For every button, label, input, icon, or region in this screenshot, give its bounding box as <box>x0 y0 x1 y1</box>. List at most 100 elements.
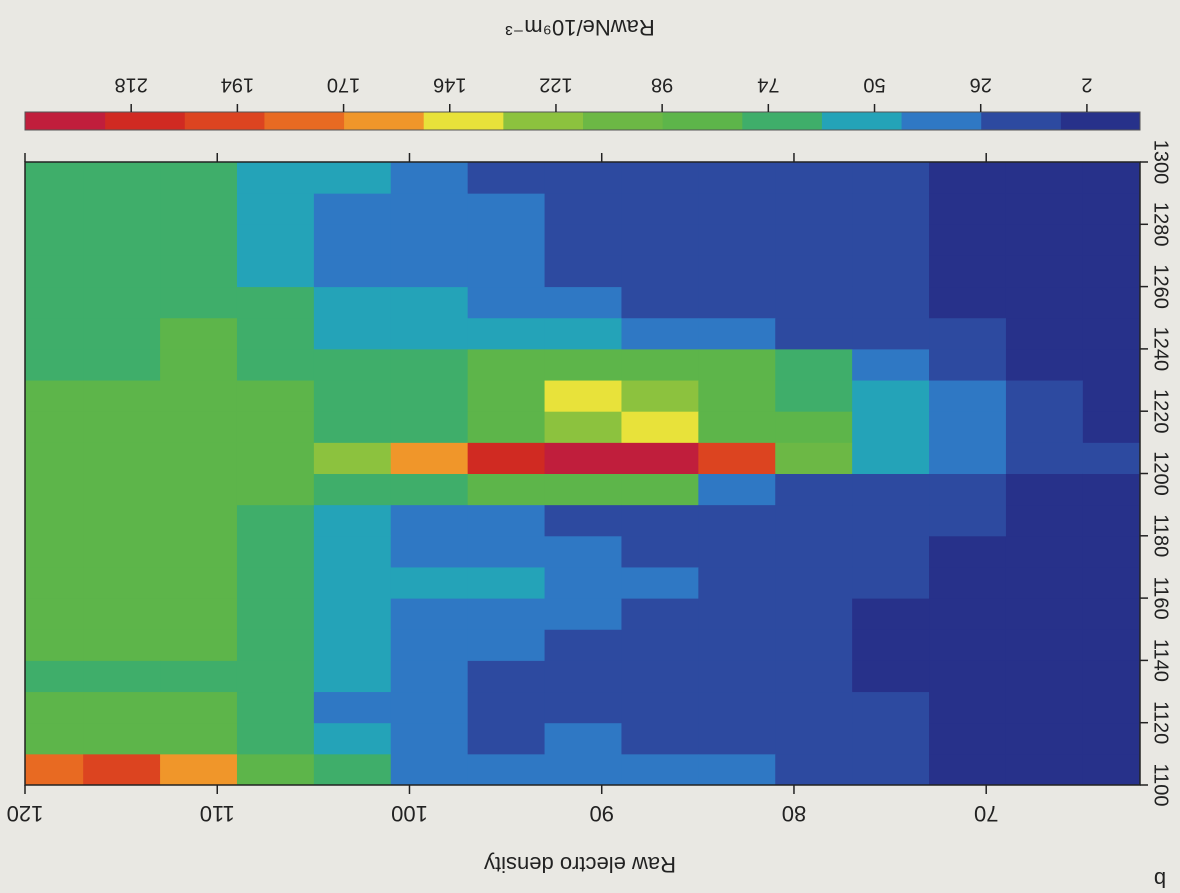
colorbar-swatch <box>343 112 424 130</box>
heat-cell <box>697 411 776 443</box>
heat-cell <box>697 193 776 225</box>
heat-cell <box>774 535 853 568</box>
colorbar-swatch <box>741 112 822 130</box>
colorbar-tick-label: 50 <box>863 74 885 96</box>
heat-cell <box>159 504 237 537</box>
x-tick-label: 1120 <box>1150 701 1172 744</box>
heat-cell <box>1005 753 1083 786</box>
heat-cell <box>620 722 699 755</box>
heat-cell <box>1005 629 1083 661</box>
heat-cell <box>159 566 237 599</box>
heat-cell <box>774 317 853 350</box>
heat-cell <box>236 380 314 412</box>
heat-cell <box>25 473 84 506</box>
x-tick-label: 1180 <box>1150 514 1172 557</box>
heat-cell <box>313 535 391 568</box>
colorbar-swatch <box>980 112 1061 130</box>
heat-cell <box>159 722 237 755</box>
heat-cell <box>159 753 237 786</box>
heat-cell <box>928 193 1006 225</box>
heat-cell <box>1005 722 1083 755</box>
heat-cell <box>620 162 699 194</box>
colorbar-tick-label: 2 <box>1081 74 1092 96</box>
heat-cell <box>544 691 622 724</box>
heat-cell <box>1005 473 1083 506</box>
panel-label: b <box>1154 867 1166 892</box>
heat-cell <box>1005 660 1083 693</box>
heat-cell <box>390 598 468 630</box>
heat-cell <box>544 660 622 693</box>
heat-cell <box>1005 317 1083 350</box>
heat-cell <box>236 348 314 381</box>
heat-cell <box>25 504 84 537</box>
heat-cell <box>25 348 84 381</box>
colorbar-tick-label: 146 <box>433 74 466 96</box>
heat-cell <box>851 193 930 225</box>
heat-cell <box>236 224 314 256</box>
colorbar-tick-label: 122 <box>539 74 572 96</box>
heat-cell <box>620 286 699 319</box>
heat-cell <box>620 535 699 568</box>
heat-cell <box>620 224 699 256</box>
heat-cell <box>25 535 84 568</box>
heat-cell <box>390 722 468 755</box>
heat-cell <box>851 380 930 412</box>
heat-cell <box>620 255 699 288</box>
heat-cell <box>390 286 468 319</box>
heat-cell <box>467 473 545 506</box>
x-tick-label: 1220 <box>1150 389 1172 434</box>
y-tick-label: 110 <box>200 801 235 826</box>
heat-cell <box>774 348 853 381</box>
heat-cell <box>620 193 699 225</box>
heat-cell <box>697 535 776 568</box>
colorbar-swatch <box>1060 112 1141 130</box>
heat-cell <box>236 598 314 630</box>
heat-cell <box>236 691 314 724</box>
heat-cell <box>851 411 930 443</box>
heat-cell <box>774 411 853 443</box>
heat-cell <box>1082 722 1141 755</box>
heat-cell <box>851 722 930 755</box>
heat-cell <box>82 224 161 256</box>
heat-cell <box>544 629 622 661</box>
heat-cell <box>467 535 545 568</box>
heat-cell <box>1005 566 1083 599</box>
heat-cell <box>159 162 237 194</box>
heat-cell <box>851 317 930 350</box>
heat-cell <box>697 473 776 506</box>
heat-cell <box>620 598 699 630</box>
heat-cell <box>697 255 776 288</box>
heat-cell <box>774 753 853 786</box>
heat-cell <box>620 317 699 350</box>
heat-cell <box>82 660 161 693</box>
heat-cell <box>851 286 930 319</box>
colorbar-swatch <box>502 112 583 130</box>
heat-cell <box>851 442 930 474</box>
heat-cell <box>928 722 1006 755</box>
heat-cell <box>313 348 391 381</box>
heat-cell <box>928 317 1006 350</box>
heat-cell <box>544 598 622 630</box>
heat-cell <box>697 691 776 724</box>
heat-cell <box>159 317 237 350</box>
heat-cell <box>467 629 545 661</box>
heat-cell <box>313 224 391 256</box>
heat-cell <box>1005 598 1083 630</box>
heat-cell <box>544 255 622 288</box>
heat-cell <box>159 255 237 288</box>
heat-cell <box>851 162 930 194</box>
heat-cell <box>159 380 237 412</box>
heat-cell <box>313 411 391 443</box>
heat-cell <box>467 504 545 537</box>
colorbar-tick-label: 74 <box>757 74 779 96</box>
heat-cell <box>1082 566 1141 599</box>
heat-cell <box>313 504 391 537</box>
heat-cell <box>236 753 314 786</box>
heat-cell <box>774 629 853 661</box>
heat-cell <box>82 629 161 661</box>
y-tick-label: 70 <box>974 801 998 826</box>
heat-cell <box>390 224 468 256</box>
heat-cell <box>313 691 391 724</box>
heat-cell <box>928 629 1006 661</box>
heat-cell <box>313 753 391 786</box>
